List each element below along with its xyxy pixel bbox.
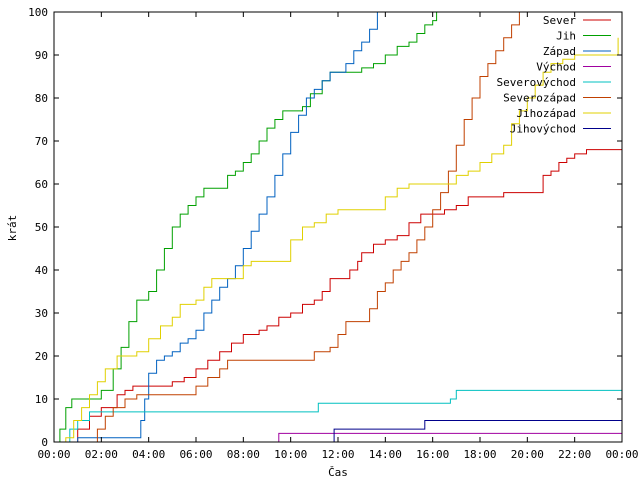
x-tick-label: 04:00	[132, 448, 165, 461]
y-tick-label: 40	[35, 264, 48, 277]
x-tick-label: 12:00	[321, 448, 354, 461]
legend-label: Jihovýchod	[510, 123, 576, 136]
x-tick-label: 22:00	[558, 448, 591, 461]
y-tick-label: 30	[35, 307, 48, 320]
x-tick-label: 02:00	[85, 448, 118, 461]
series-line-0	[54, 141, 623, 443]
x-tick-label: 20:00	[511, 448, 544, 461]
legend: Sever Jih Západ Východ Severovýchod Severozáp…	[497, 14, 611, 136]
x-tick-label: 10:00	[274, 448, 307, 461]
legend-label: Sever	[543, 14, 576, 27]
x-tick-label: 00:00	[37, 448, 70, 461]
x-tick-label: 16:00	[416, 448, 449, 461]
legend-label: Jih	[556, 30, 576, 43]
y-tick-label: 80	[35, 92, 48, 105]
legend-label: Západ	[543, 45, 576, 58]
series-line-1	[54, 11, 480, 443]
x-tick-label: 06:00	[179, 448, 212, 461]
y-axis-label: krát	[6, 215, 19, 242]
y-tick-label: 0	[41, 436, 48, 449]
y-tick-label: 10	[35, 393, 48, 406]
legend-label: Východ	[536, 61, 576, 74]
y-tick-label: 50	[35, 221, 48, 234]
y-tick-label: 70	[35, 135, 48, 148]
y-tick-label: 20	[35, 350, 48, 363]
x-axis-label: Čas	[328, 466, 348, 479]
series-line-2	[54, 12, 378, 443]
x-tick-label: 14:00	[369, 448, 402, 461]
series-line-6	[54, 37, 619, 443]
y-tick-label: 60	[35, 178, 48, 191]
series-line-5	[54, 11, 551, 443]
legend-label: Severozápad	[503, 92, 576, 105]
x-tick-label: 08:00	[227, 448, 260, 461]
legend-label: Jihozápad	[516, 107, 576, 120]
x-tick-label: 18:00	[463, 448, 496, 461]
legend-label: Severovýchod	[497, 76, 576, 89]
x-tick-label: 00:00	[605, 448, 638, 461]
y-tick-label: 90	[35, 49, 48, 62]
axes: 0 10 20 30 40 50 60 70 80 90 100 00:00 02:00 04:00 06:…	[28, 6, 638, 461]
y-tick-label: 100	[28, 6, 48, 19]
